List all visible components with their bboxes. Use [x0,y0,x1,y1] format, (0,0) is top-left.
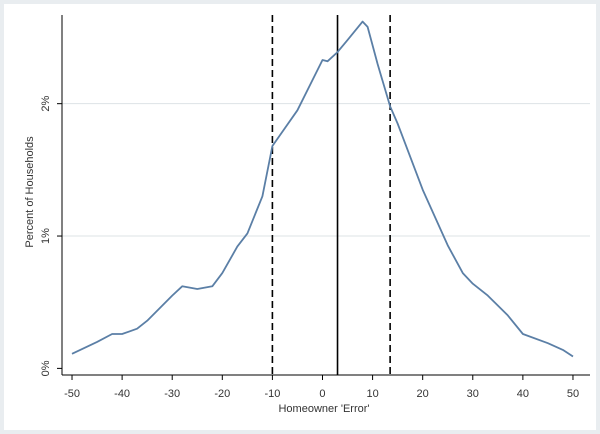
x-axis-label: Homeowner 'Error' [278,403,369,415]
x-tick-label: 30 [467,388,479,400]
x-tick-label: 0 [319,388,325,400]
x-tick-label: -20 [214,388,230,400]
x-tick-label: 40 [517,388,529,400]
x-tick-label: -40 [114,388,130,400]
x-tick-label: 50 [567,388,579,400]
data-line [71,20,574,358]
y-tick-label: 1% [40,228,52,244]
x-tick-label: -30 [164,388,180,400]
x-tick-label: 10 [366,388,378,400]
y-axis-label: Percent of Households [24,136,36,248]
x-tick-label: 20 [417,388,429,400]
y-tick-label: 2% [40,96,52,112]
panel [4,4,596,430]
y-tick-label: 0% [40,360,52,376]
x-tick-label: -10 [264,388,280,400]
x-tick-label: -50 [64,388,80,400]
